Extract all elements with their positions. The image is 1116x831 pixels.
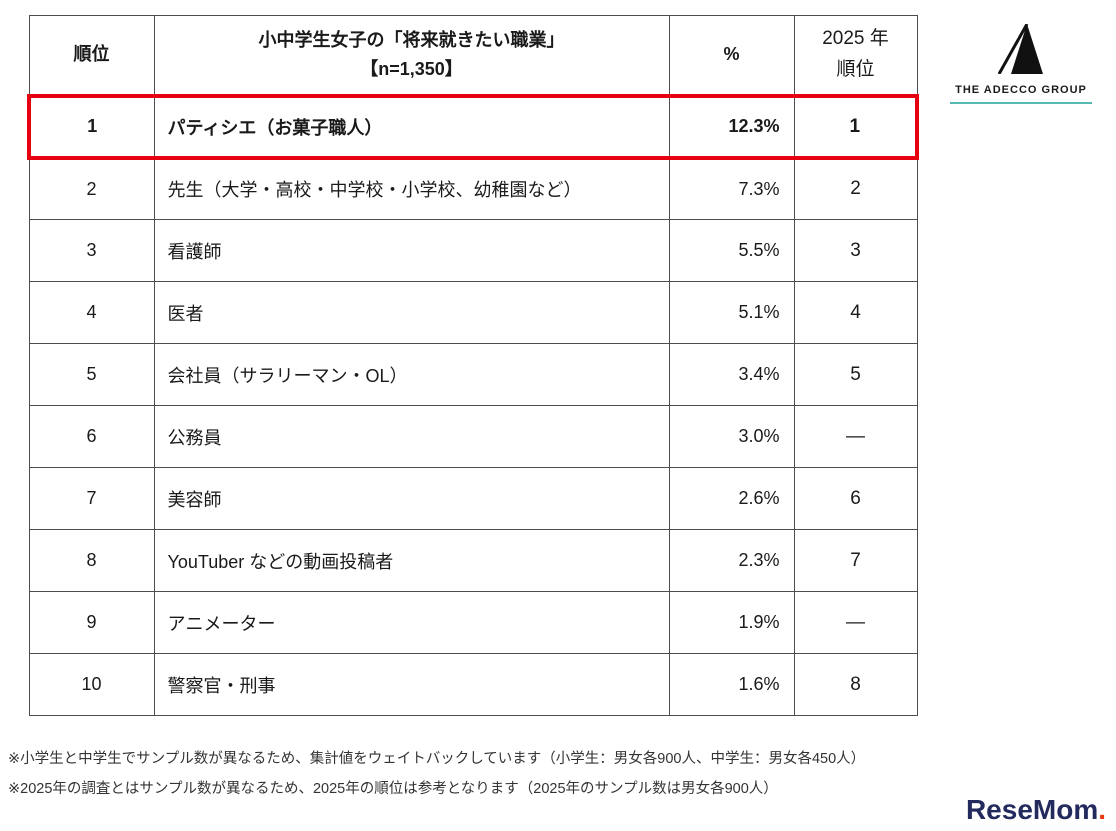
table-row: 10 警察官・刑事 1.6% 8 (28, 653, 918, 716)
adecco-teal-rule (950, 102, 1092, 104)
rank-2025-cell: 4 (793, 281, 918, 344)
percent-cell: 12.3% (668, 93, 795, 160)
percent-cell: 5.5% (668, 219, 795, 282)
resemom-logo-text: ReseMom (965, 794, 1099, 825)
rank-cell: 4 (28, 281, 155, 344)
header-job-title: 小中学生女子の「将来就きたい職業」 (258, 29, 565, 50)
ranking-table-body: 1 パティシエ（お菓子職人） 12.3% 1 2 先生（大学・高校・中学校・小学校、幼稚園… (27, 93, 919, 716)
rank-cell: 6 (28, 405, 155, 468)
footnote-1: ※小学生と中学生でサンプル数が異なるため、集計値をウェイトバックしています（小学… (8, 751, 866, 767)
percent-cell: 1.6% (668, 653, 795, 716)
rank-2025-cell: 8 (793, 653, 918, 716)
header-rank-2025-line1: 2025 年 (822, 28, 889, 50)
percent-cell: 3.0% (668, 405, 795, 468)
job-cell: アニメーター (153, 591, 670, 654)
header-percent: % (668, 15, 795, 96)
table-row: 1 パティシエ（お菓子職人） 12.3% 1 (27, 93, 919, 160)
rank-cell: 1 (27, 93, 155, 160)
job-cell: 医者 (153, 281, 670, 344)
percent-cell: 2.3% (668, 529, 795, 592)
header-job: 小中学生女子の「将来就きたい職業」 【n=1,350】 (153, 15, 670, 96)
rank-2025-cell: 1 (793, 93, 919, 160)
rank-cell: 2 (28, 157, 155, 220)
table-row: 4 医者 5.1% 4 (28, 281, 918, 344)
header-rank-2025-line2: 順位 (836, 58, 875, 80)
job-cell: パティシエ（お菓子職人） (153, 93, 670, 160)
percent-cell: 3.4% (668, 343, 795, 406)
rank-2025-cell: — (793, 591, 918, 654)
table-row: 5 会社員（サラリーマン・OL） 3.4% 5 (28, 343, 918, 406)
rank-cell: 5 (28, 343, 155, 406)
adecco-logo-text: THE ADECCO GROUP (955, 84, 1087, 96)
resemom-logo: ReseMom. (966, 794, 1106, 826)
header-rank: 順位 (28, 15, 155, 96)
table-row: 2 先生（大学・高校・中学校・小学校、幼稚園など） 7.3% 2 (28, 157, 918, 220)
table-row: 3 看護師 5.5% 3 (28, 219, 918, 282)
rank-cell: 10 (28, 653, 155, 716)
table-row: 7 美容師 2.6% 6 (28, 467, 918, 530)
job-cell: 会社員（サラリーマン・OL） (153, 343, 670, 406)
rank-2025-cell: 7 (793, 529, 918, 592)
rank-2025-cell: 2 (793, 157, 918, 220)
job-cell: 美容師 (153, 467, 670, 530)
rank-cell: 7 (28, 467, 155, 530)
percent-cell: 5.1% (668, 281, 795, 344)
job-cell: 看護師 (153, 219, 670, 282)
ranking-table: 順位 小中学生女子の「将来就きたい職業」 【n=1,350】 % 2025 年 … (27, 15, 919, 716)
table-header-row: 順位 小中学生女子の「将来就きたい職業」 【n=1,350】 % 2025 年 … (28, 15, 918, 96)
percent-cell: 2.6% (668, 467, 795, 530)
table-row: 8 YouTuber などの動画投稿者 2.3% 7 (28, 529, 918, 592)
header-job-sample-size: 【n=1,350】 (360, 58, 463, 79)
rank-cell: 3 (28, 219, 155, 282)
resemom-logo-dot: . (1098, 794, 1106, 825)
job-cell: 先生（大学・高校・中学校・小学校、幼稚園など） (153, 157, 670, 220)
footnote-2: ※2025年の調査とはサンプル数が異なるため、2025年の順位は参考となります（… (8, 781, 778, 797)
footnotes: ※小学生と中学生でサンプル数が異なるため、集計値をウェイトバックしています（小学… (8, 744, 865, 804)
adecco-group-logo: THE ADECCO GROUP (950, 24, 1092, 104)
rank-2025-cell: 5 (793, 343, 918, 406)
table-row: 6 公務員 3.0% — (28, 405, 918, 468)
adecco-a-icon (997, 24, 1043, 74)
job-cell: 公務員 (153, 405, 670, 468)
header-rank-2025: 2025 年 順位 (793, 15, 918, 96)
percent-cell: 1.9% (668, 591, 795, 654)
rank-2025-cell: 6 (793, 467, 918, 530)
rank-2025-cell: 3 (793, 219, 918, 282)
rank-cell: 8 (28, 529, 155, 592)
rank-cell: 9 (28, 591, 155, 654)
rank-2025-cell: — (793, 405, 918, 468)
percent-cell: 7.3% (668, 157, 795, 220)
table-row: 9 アニメーター 1.9% — (28, 591, 918, 654)
job-cell: YouTuber などの動画投稿者 (153, 529, 670, 592)
job-cell: 警察官・刑事 (153, 653, 670, 716)
